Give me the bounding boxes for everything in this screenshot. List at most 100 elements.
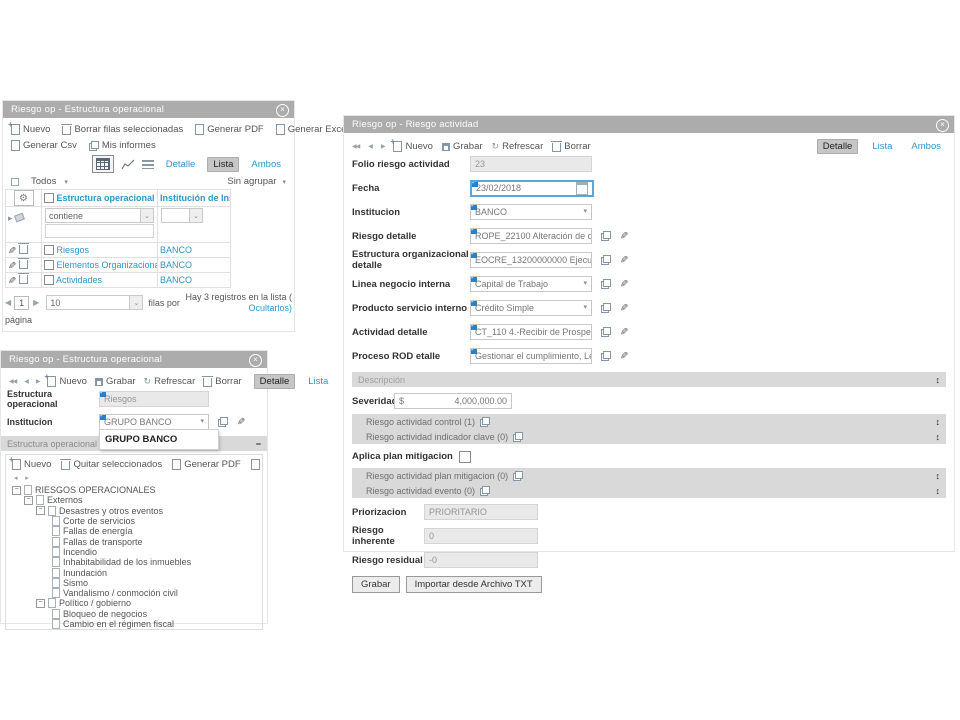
copy-icon[interactable] [601,327,611,337]
mis-informes-button[interactable]: Mis informes [88,140,156,151]
estructura-organizacional-input[interactable]: ✓ EOCRE_13200000000 Ejecutivo↓ [470,252,592,268]
collapse-icon[interactable]: − [24,495,33,505]
tree-item[interactable]: − Desastres y otros eventos [10,505,258,516]
nuevo-button[interactable]: Nuevo [390,137,433,152]
pencil-icon[interactable]: ✎ [237,416,246,428]
row-checkbox[interactable] [44,245,54,255]
copy-icon[interactable] [601,279,611,289]
tree-prev-icon[interactable]: ◂ [14,475,18,482]
nuevo-button[interactable]: Nuevo [44,372,87,387]
tab-lista[interactable]: Lista [207,156,240,172]
grabar-button[interactable]: Grabar [352,576,400,593]
prev-page-icon[interactable]: ◀ [5,298,11,307]
riesgo-actividad-evento-bar[interactable]: Riesgo actividad evento (0) ↕ [366,485,941,496]
tree-item[interactable]: Bloqueo de negocios [10,608,258,619]
tree-item[interactable]: Vandalismo / conmoción civil [10,588,258,599]
grabar-button[interactable]: Grabar [94,376,136,387]
expand-section-icon[interactable]: ↕ [935,485,941,496]
importar-txt-button[interactable]: Importar desde Archivo TXT [405,576,542,593]
expand-section-icon[interactable]: ↕ [935,416,941,427]
riesgo-actividad-indicador-bar[interactable]: Riesgo actividad indicador clave (0) ↕ [366,431,941,442]
generar-excel-button[interactable]: Generar Excel [275,124,348,135]
copy-icon[interactable] [480,416,491,427]
tab-detalle[interactable]: Detalle [165,158,196,170]
tree-item[interactable]: Cambio en el régimen fiscal [10,619,258,629]
dropdown-option[interactable]: GRUPO BANCO [105,434,178,445]
tree-next-icon[interactable]: ▸ [25,475,29,482]
refrescar-button[interactable]: ↻ Refrescar [491,141,544,152]
collapse-icon[interactable]: − [36,506,45,516]
current-page[interactable]: 1 [14,295,30,310]
pencil-icon[interactable]: ✎ [620,350,629,362]
borrar-filas-button[interactable]: Borrar filas seleccionadas [61,124,183,135]
prev-record-icon[interactable]: ◀ [368,144,373,150]
table-row[interactable]: ✎ Riesgos BANCO [5,242,231,258]
riesgo-detalle-input[interactable]: ✓ ROPE_22100 Alteración de docu↓ [470,228,592,244]
severidad-input[interactable]: $ 4,000,000.00 [394,393,512,409]
tree-item[interactable]: − Externos [10,495,258,506]
row-checkbox[interactable] [44,260,54,270]
copy-icon[interactable] [218,417,228,427]
delete-row-icon[interactable] [17,243,29,254]
nuevo-button[interactable]: Nuevo [8,120,50,135]
delete-row-icon[interactable] [17,258,29,269]
expand-section-icon[interactable]: ↕ [935,431,941,442]
close-icon[interactable]: × [249,354,262,367]
column-settings-button[interactable]: ⚙ [13,190,34,206]
copy-icon[interactable] [480,485,491,496]
next-record-icon[interactable]: ▶ [35,379,41,385]
calendar-icon[interactable] [576,181,588,195]
tab-detalle[interactable]: Detalle [253,374,296,389]
clear-filter-icon[interactable] [14,212,25,223]
nuevo-button[interactable]: Nuevo [9,455,51,470]
tree-item[interactable]: Fallas de transporte [10,536,258,547]
tree-item[interactable]: Corte de servicios [10,516,258,527]
sin-agrupar-dropdown[interactable]: Sin agrupar ▾ [227,176,286,187]
proceso-rod-input[interactable]: ✓ Gestionar el cumplimiento, Legal↓ [470,348,592,364]
tree-item[interactable]: Inundación [10,567,258,578]
tree-item[interactable]: Fallas de energía [10,526,258,537]
ocultarlos-link[interactable]: Ocultarlos) [248,303,292,313]
collapse-icon[interactable]: − [36,598,45,608]
copy-icon[interactable] [601,231,611,241]
header-col2[interactable]: Institución de Instituci [157,189,231,207]
next-page-icon[interactable]: ▶ [33,298,39,307]
header-col1[interactable]: Estructura operacional ⋮ [41,189,158,207]
pencil-icon[interactable]: ✎ [620,254,629,266]
descripcion-header[interactable]: Descripción ↕ [358,374,940,385]
pencil-icon[interactable]: ✎ [620,326,629,338]
filter-value-input[interactable] [45,224,154,238]
generar-csv-button[interactable]: Generar Csv [11,140,77,151]
next-record-icon[interactable]: ▶ [380,144,386,150]
close-icon[interactable]: × [276,104,289,117]
institucion-select[interactable]: ✓ GRUPO BANCO ▾ [99,414,209,430]
edit-row-icon[interactable]: ✎ [8,261,17,272]
close-icon[interactable]: × [936,119,949,132]
fecha-input[interactable]: ✓ 23/02/2018 [470,179,594,197]
edit-row-icon[interactable]: ✎ [8,246,17,257]
borrar-button[interactable]: Borrar [551,141,591,152]
tab-ambos[interactable]: Ambos [911,141,941,152]
copy-icon[interactable] [601,303,611,313]
delete-row-icon[interactable] [17,273,29,284]
estructura-operacional-input[interactable]: ✓ Riesgos [99,391,209,407]
expand-filter-icon[interactable]: ▸ [8,213,13,223]
first-record-icon[interactable]: ◀◀ [9,379,17,385]
generar-excel-button[interactable]: Generar Excel [250,459,262,470]
riesgo-actividad-plan-bar[interactable]: Riesgo actividad plan mitigacion (0) ↕ [366,470,940,481]
aplica-plan-checkbox[interactable] [458,450,471,463]
tree-item[interactable]: Incendio [10,546,258,557]
riesgo-actividad-control-bar[interactable]: Riesgo actividad control (1) ↕ [366,416,941,427]
prev-record-icon[interactable]: ◀ [24,379,29,385]
tree-item[interactable]: Expropiación de activos [10,629,258,630]
filter-institucion-select[interactable]: ⌄ [161,208,203,223]
list-view-icon[interactable] [141,159,154,169]
tree-item[interactable]: − Político / gobierno [10,598,258,609]
table-row[interactable]: ✎ Actividades BANCO [5,272,231,288]
copy-icon[interactable] [601,351,611,361]
tab-ambos[interactable]: Ambos [251,158,281,170]
tree-item[interactable]: − RIESGOS OPERACIONALES [10,485,258,496]
todos-dropdown[interactable]: Todos ▾ [31,176,68,187]
generar-pdf-button[interactable]: Generar PDF [172,459,241,470]
copy-icon[interactable] [601,255,611,265]
